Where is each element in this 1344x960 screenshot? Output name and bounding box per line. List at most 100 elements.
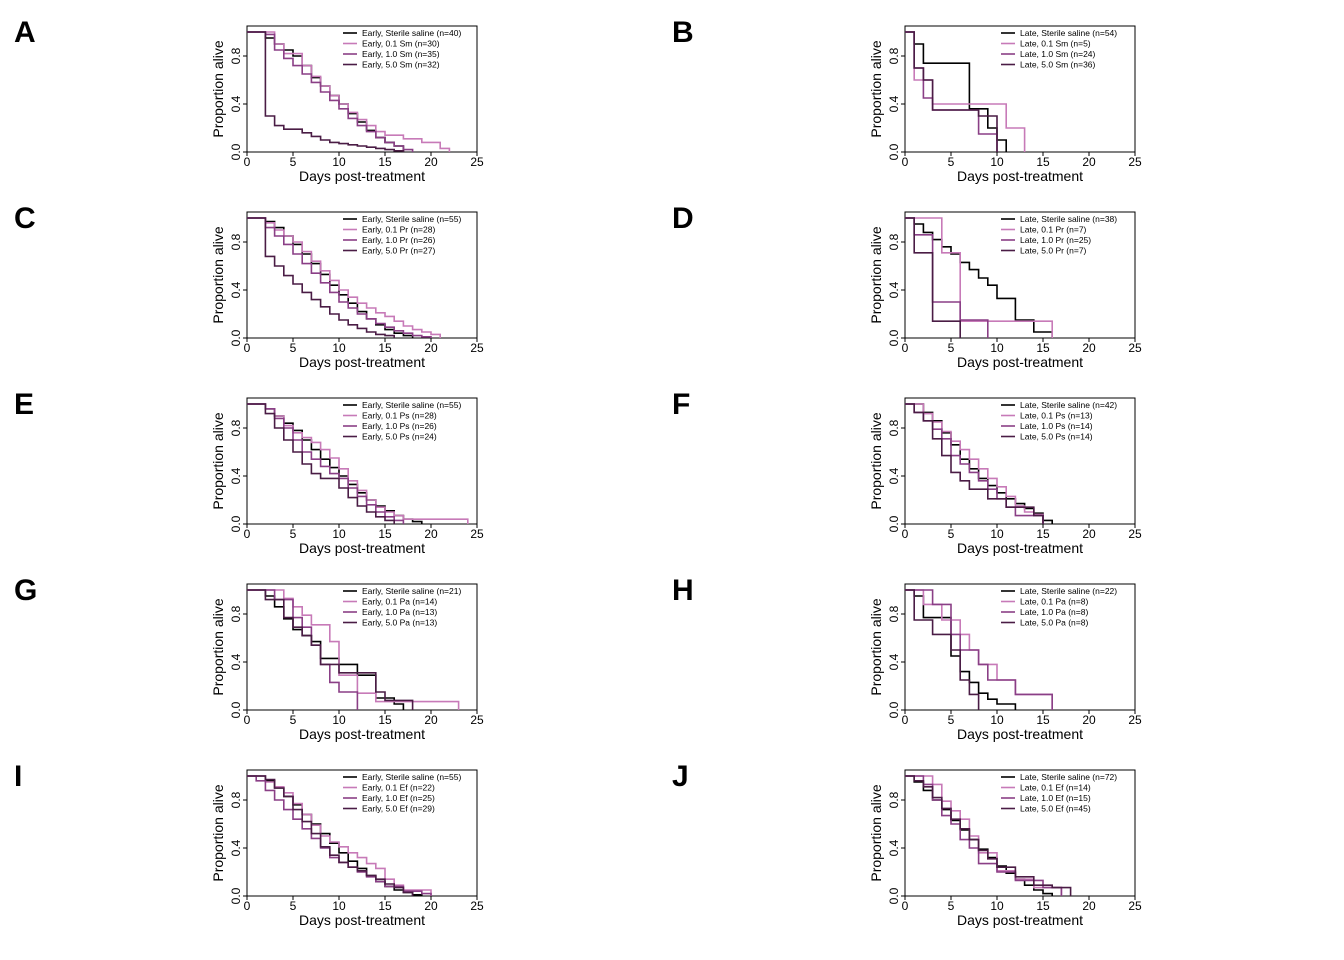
panel-label: B (672, 16, 694, 49)
survival-curve (247, 217, 432, 338)
survival-curve (247, 217, 441, 338)
y-tick-label: 0.8 (887, 605, 901, 622)
survival-curve (247, 403, 395, 524)
y-tick-label: 0.0 (887, 329, 901, 346)
survival-curve (247, 775, 414, 896)
y-tick-label: 0.8 (887, 47, 901, 64)
x-axis-title: Days post-treatment (299, 354, 425, 370)
x-tick-label: 20 (424, 527, 438, 541)
panel-G: G 0 5 10 15 20 25 0.0 0.4 0.8 Days post-treatment P… (14, 574, 484, 742)
x-tick-label: 20 (1082, 899, 1096, 913)
panel-label: A (14, 16, 36, 49)
x-tick-label: 25 (470, 527, 484, 541)
plot-frame (904, 583, 1136, 711)
x-tick-label: 25 (470, 899, 484, 913)
survival-curve (905, 775, 1063, 896)
y-tick-label: 0.0 (229, 887, 243, 904)
x-tick-label: 20 (424, 899, 438, 913)
x-tick-label: 20 (424, 341, 438, 355)
x-tick-label: 25 (470, 155, 484, 169)
x-tick-label: 5 (290, 527, 297, 541)
survival-curve (905, 403, 1053, 524)
survival-curve (905, 31, 998, 152)
legend-entry: Early, 5.0 Pa (n=13) (362, 618, 437, 628)
y-tick-label: 0.0 (229, 701, 243, 718)
y-axis-title: Proportion alive (210, 40, 226, 137)
x-tick-label: 15 (1036, 341, 1050, 355)
legend-entry: Late, 0.1 Sm (n=5) (1020, 39, 1091, 49)
x-tick-label: 15 (1036, 527, 1050, 541)
survival-curve (905, 217, 1053, 338)
x-tick-label: 5 (948, 899, 955, 913)
survival-curve (247, 217, 414, 338)
y-tick-label: 0.4 (887, 281, 901, 298)
plot-frame (246, 397, 478, 525)
x-tick-label: 15 (378, 341, 392, 355)
x-tick-label: 0 (244, 527, 251, 541)
x-tick-label: 10 (990, 527, 1004, 541)
x-tick-label: 10 (990, 713, 1004, 727)
x-axis-title: Days post-treatment (299, 540, 425, 556)
legend-entry: Early, Sterile saline (n=55) (362, 400, 461, 410)
survival-curve (905, 589, 1053, 710)
x-tick-label: 5 (290, 899, 297, 913)
survival-curve (247, 31, 414, 152)
survival-curve (905, 589, 980, 710)
survival-curve (247, 589, 414, 710)
y-tick-label: 0.8 (229, 605, 243, 622)
plot-frame (246, 25, 478, 153)
y-tick-label: 0.4 (887, 839, 901, 856)
y-tick-label: 0.0 (887, 515, 901, 532)
y-tick-label: 0.4 (229, 95, 243, 112)
legend-entry: Early, 1.0 Pr (n=26) (362, 235, 435, 245)
x-tick-label: 5 (948, 713, 955, 727)
x-tick-label: 5 (290, 155, 297, 169)
panel-label: F (672, 388, 690, 421)
x-tick-label: 20 (1082, 155, 1096, 169)
x-tick-label: 10 (332, 713, 346, 727)
legend-entry: Early, Sterile saline (n=40) (362, 28, 461, 38)
panel-A: A 0 5 10 15 20 25 0.0 0.4 0.8 Days post-treatment P… (14, 16, 484, 184)
x-axis-title: Days post-treatment (957, 354, 1083, 370)
x-tick-label: 15 (378, 155, 392, 169)
x-tick-label: 5 (290, 341, 297, 355)
survival-curve (905, 775, 1072, 896)
x-tick-label: 0 (902, 341, 909, 355)
panel-F: F 0 5 10 15 20 25 0.0 0.4 0.8 Days post-treatment P… (672, 388, 1142, 556)
x-tick-label: 10 (332, 155, 346, 169)
panel-label: G (14, 574, 37, 607)
x-tick-label: 0 (244, 713, 251, 727)
y-axis-title: Proportion alive (868, 412, 884, 509)
legend-entry: Late, 1.0 Pr (n=25) (1020, 235, 1091, 245)
legend-entry: Early, 5.0 Ps (n=24) (362, 432, 437, 442)
legend-entry: Late, 1.0 Ef (n=15) (1020, 793, 1091, 803)
plot-frame (904, 211, 1136, 339)
x-axis-title: Days post-treatment (957, 912, 1083, 928)
panel-E: E 0 5 10 15 20 25 0.0 0.4 0.8 Days post-treatment P… (14, 388, 484, 556)
panel-D: D 0 5 10 15 20 25 0.0 0.4 0.8 Days post-treatment P… (672, 202, 1142, 370)
legend-entry: Late, Sterile saline (n=38) (1020, 214, 1117, 224)
legend-entry: Early, 0.1 Pa (n=14) (362, 597, 437, 607)
y-tick-label: 0.0 (229, 515, 243, 532)
y-tick-label: 0.4 (887, 95, 901, 112)
y-tick-label: 0.0 (887, 143, 901, 160)
y-axis-title: Proportion alive (868, 784, 884, 881)
survival-curve (247, 403, 469, 524)
x-tick-label: 20 (1082, 341, 1096, 355)
legend-entry: Late, 1.0 Pa (n=8) (1020, 607, 1088, 617)
x-tick-label: 10 (332, 899, 346, 913)
legend-entry: Late, Sterile saline (n=54) (1020, 28, 1117, 38)
x-tick-label: 0 (244, 155, 251, 169)
panel-C: C 0 5 10 15 20 25 0.0 0.4 0.8 Days post-treatment P… (14, 202, 484, 370)
x-tick-label: 5 (290, 713, 297, 727)
legend-entry: Late, 5.0 Ps (n=14) (1020, 432, 1093, 442)
panel-label: H (672, 574, 694, 607)
plot-frame (904, 769, 1136, 897)
x-tick-label: 20 (1082, 713, 1096, 727)
x-tick-label: 10 (332, 341, 346, 355)
y-axis-title: Proportion alive (210, 784, 226, 881)
x-tick-label: 15 (1036, 713, 1050, 727)
y-tick-label: 0.8 (887, 233, 901, 250)
y-axis-title: Proportion alive (210, 412, 226, 509)
x-tick-label: 15 (378, 899, 392, 913)
